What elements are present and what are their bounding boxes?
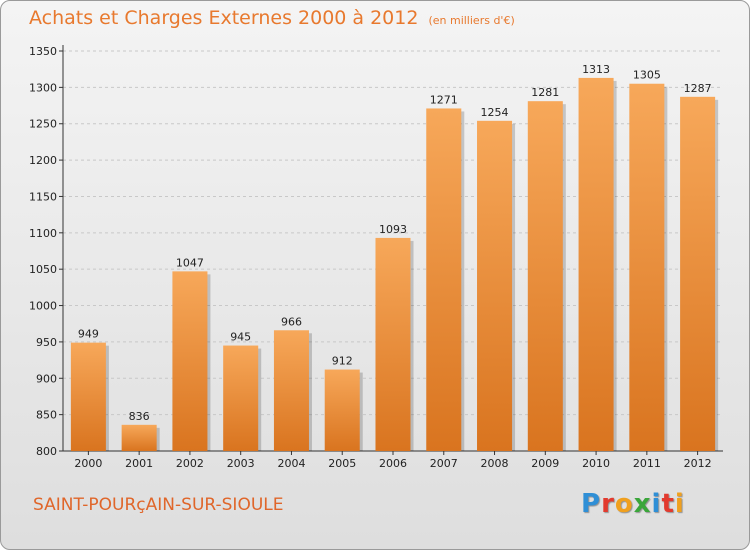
y-tick-label: 1100 <box>29 227 57 240</box>
data-label: 836 <box>129 410 150 423</box>
bar <box>629 83 665 452</box>
y-tick-label: 1000 <box>29 300 57 313</box>
x-tick-label: 2001 <box>125 457 153 470</box>
data-label: 1254 <box>481 106 509 119</box>
x-tick-label: 2009 <box>531 457 559 470</box>
bar <box>172 271 208 451</box>
y-tick-label: 1200 <box>29 154 57 167</box>
x-tick-label: 2010 <box>582 457 610 470</box>
x-tick-label: 2012 <box>684 457 712 470</box>
bar <box>527 101 563 451</box>
data-label: 1271 <box>430 93 458 106</box>
data-label: 912 <box>332 355 353 368</box>
city-name: SAINT-POURçAIN-SUR-SIOULE <box>33 495 284 515</box>
logo-letter: P <box>581 489 602 519</box>
data-label: 1305 <box>633 69 661 82</box>
data-label: 1313 <box>582 63 610 76</box>
y-tick-label: 850 <box>36 409 57 422</box>
label-layer: 949 836 1047 945 966 912 1093 1271 1254 1281 1313 1… <box>78 63 712 423</box>
data-label: 1047 <box>176 256 204 269</box>
x-tick-label: 2006 <box>379 457 407 470</box>
logo-letter: r <box>601 489 615 519</box>
data-label: 1281 <box>531 86 559 99</box>
bar <box>680 96 716 452</box>
data-label: 945 <box>230 331 251 344</box>
data-label: 1093 <box>379 223 407 236</box>
data-label: 966 <box>281 315 302 328</box>
y-tick-label: 1150 <box>29 190 57 203</box>
y-tick-label: 800 <box>36 445 57 458</box>
x-tick-label: 2003 <box>227 457 255 470</box>
logo-letter: o <box>614 489 634 519</box>
logo-letter: i <box>651 489 662 519</box>
data-label: 949 <box>78 328 99 341</box>
x-tick-label: 2011 <box>633 457 661 470</box>
y-tick-label: 1050 <box>29 263 57 276</box>
x-tick-label: 2005 <box>328 457 356 470</box>
x-tick-label: 2000 <box>74 457 102 470</box>
bar <box>121 424 157 451</box>
y-tick-label: 1250 <box>29 118 57 131</box>
bar <box>426 108 462 452</box>
bar <box>375 237 411 451</box>
x-tick-label: 2008 <box>481 457 509 470</box>
bar <box>578 77 614 451</box>
chart-title: Achats et Charges Externes 2000 à 2012 (e… <box>29 7 515 29</box>
x-tick-label: 2002 <box>176 457 204 470</box>
logo-letter: x <box>633 489 652 519</box>
y-tick-label: 1350 <box>29 45 57 58</box>
y-tick-label: 950 <box>36 336 57 349</box>
logo-letter: i <box>674 489 685 519</box>
x-tick-label: 2004 <box>277 457 305 470</box>
bar <box>324 369 360 451</box>
bar-layer <box>70 77 719 452</box>
y-tick-label: 1300 <box>29 81 57 94</box>
data-label: 1287 <box>684 82 712 95</box>
bar <box>70 342 106 451</box>
bar <box>223 345 259 451</box>
x-tick-label: 2007 <box>430 457 458 470</box>
bar <box>273 330 309 451</box>
y-tick-label: 900 <box>36 372 57 385</box>
logo-letter: t <box>661 489 675 519</box>
proxiti-logo: Proxiti <box>581 489 685 519</box>
chart-subtitle: (en milliers d'€) <box>428 14 515 27</box>
chart-title-text: Achats et Charges Externes 2000 à 2012 <box>29 7 419 29</box>
bar <box>477 120 513 452</box>
